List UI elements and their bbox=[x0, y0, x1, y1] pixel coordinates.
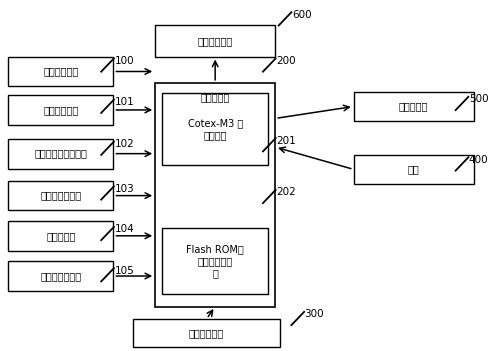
Text: 101: 101 bbox=[115, 97, 134, 107]
Text: 102: 102 bbox=[115, 139, 134, 149]
Bar bbox=[354, 92, 474, 121]
Text: 风速测量模块: 风速测量模块 bbox=[43, 66, 79, 77]
Text: 200: 200 bbox=[276, 56, 296, 66]
Bar bbox=[8, 261, 114, 291]
Text: 风向测量模块: 风向测量模块 bbox=[43, 105, 79, 115]
Text: 105: 105 bbox=[115, 266, 134, 276]
Text: 103: 103 bbox=[115, 184, 134, 194]
Bar bbox=[163, 228, 268, 294]
Text: 嵌入式系统: 嵌入式系统 bbox=[201, 93, 230, 102]
Text: 数码管显示: 数码管显示 bbox=[399, 101, 428, 112]
Bar bbox=[354, 154, 474, 184]
Bar bbox=[8, 221, 114, 251]
Text: 500: 500 bbox=[469, 94, 489, 104]
Text: 通信接口模块: 通信接口模块 bbox=[198, 36, 233, 46]
Bar bbox=[133, 319, 280, 347]
Text: 201: 201 bbox=[276, 135, 296, 146]
Bar bbox=[8, 95, 114, 125]
Text: Flash ROM：
风速系数修正
表: Flash ROM： 风速系数修正 表 bbox=[186, 245, 244, 278]
Text: 600: 600 bbox=[292, 10, 312, 20]
Text: 大气压力传感器: 大气压力传感器 bbox=[40, 271, 82, 281]
Text: 本安电源供电: 本安电源供电 bbox=[189, 328, 224, 338]
Text: 温度传感器: 温度传感器 bbox=[46, 231, 76, 241]
Text: 300: 300 bbox=[305, 309, 324, 319]
Bar bbox=[163, 93, 268, 165]
Bar bbox=[155, 83, 275, 307]
Bar bbox=[8, 57, 114, 86]
Text: 干、湿度传感器: 干、湿度传感器 bbox=[40, 191, 82, 201]
Text: 400: 400 bbox=[469, 155, 489, 165]
Text: 键盘: 键盘 bbox=[408, 164, 419, 174]
Text: 100: 100 bbox=[115, 56, 134, 66]
Text: 202: 202 bbox=[276, 187, 296, 197]
Text: Cotex-M3 内
核处理器: Cotex-M3 内 核处理器 bbox=[188, 118, 243, 140]
Text: 超声波距离测量模块: 超声波距离测量模块 bbox=[34, 149, 87, 159]
Bar bbox=[8, 181, 114, 211]
Bar bbox=[155, 25, 275, 57]
Bar bbox=[8, 139, 114, 168]
Text: 104: 104 bbox=[115, 224, 134, 234]
